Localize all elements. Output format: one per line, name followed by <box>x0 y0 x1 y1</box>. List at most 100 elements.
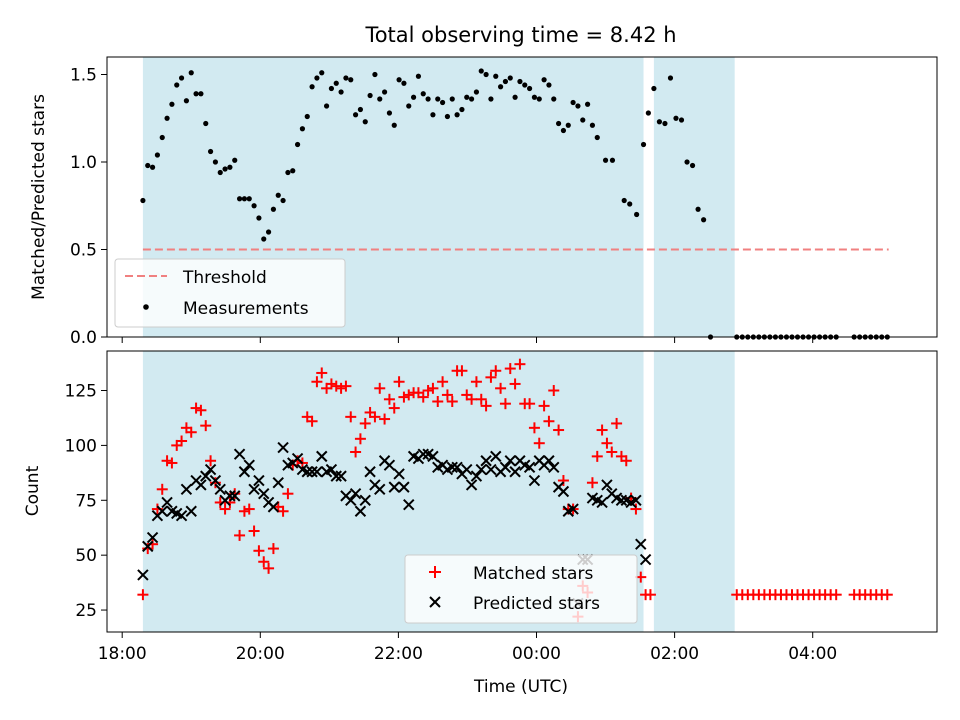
predicted-star-stroke-b <box>596 496 608 509</box>
measurement-point <box>531 94 538 100</box>
top-panel: 0.0 0.5 1.0 1.5 Matched/Predicted stars Thr… <box>29 56 938 348</box>
predicted-star-point <box>233 448 246 460</box>
predicted-star-stroke-b <box>195 479 207 491</box>
matched-star-point <box>383 393 395 405</box>
measurement-point <box>227 164 233 170</box>
predicted-star-point <box>485 463 497 476</box>
matched-star-point <box>340 380 352 392</box>
predicted-star-point <box>354 505 367 517</box>
matched-star-point <box>219 503 231 515</box>
bottom-y-ticks: 25 50 75 100 125 <box>65 382 107 621</box>
predicted-star-stroke-b <box>267 501 280 513</box>
matched-star-point <box>437 376 449 388</box>
predicted-star-stroke-b <box>349 487 362 500</box>
matched-star-point <box>620 455 632 467</box>
predicted-star-stroke-b <box>258 487 270 500</box>
matched-star-point <box>195 404 207 416</box>
measurement-point <box>232 157 238 163</box>
bottom-y-axis-label: Count <box>23 465 43 516</box>
predicted-star-stroke-b <box>388 481 400 493</box>
measurement-point <box>684 159 690 165</box>
predicted-star-point <box>229 490 241 502</box>
predicted-star-point <box>427 450 439 463</box>
matched-star-point <box>156 483 168 495</box>
measurement-point <box>328 85 335 92</box>
measurement-point <box>212 159 219 165</box>
predicted-star-point <box>465 479 478 491</box>
measurement-point <box>526 85 533 92</box>
matched-star-point <box>325 378 337 390</box>
predicted-star-point <box>325 463 338 476</box>
predicted-star-point <box>306 466 318 478</box>
measurement-point <box>261 236 267 242</box>
measurement-point <box>580 117 586 123</box>
measurement-point <box>140 197 146 204</box>
predicted-star-stroke-b <box>233 448 246 460</box>
matched-star-point <box>601 437 613 449</box>
measurement-point <box>280 197 286 204</box>
measurement-point <box>333 80 339 86</box>
predicted-star-stroke-b <box>504 455 516 467</box>
predicted-star-stroke-b <box>204 463 217 476</box>
matched-star-point <box>306 415 318 427</box>
predicted-star-point <box>267 501 280 513</box>
matched-star-point <box>509 378 521 390</box>
matched-star-point <box>205 455 217 467</box>
top-y-ticks: 0.0 0.5 1.0 1.5 <box>70 66 107 348</box>
measurement-point <box>439 99 446 106</box>
predicted-star-stroke-b <box>166 505 178 517</box>
measurement-point <box>468 96 475 102</box>
measurement-point <box>640 141 647 148</box>
measurement-point <box>415 73 422 79</box>
matched-star-point <box>137 589 149 601</box>
predicted-star-point <box>490 450 502 463</box>
measurement-point <box>621 197 627 204</box>
predicted-star-stroke-b <box>277 441 289 454</box>
predicted-star-point <box>137 569 149 581</box>
matched-star-point <box>432 395 444 407</box>
measurement-point <box>188 70 194 76</box>
matched-star-point <box>379 413 391 425</box>
matched-stars-points <box>137 358 893 623</box>
measurement-point <box>594 134 600 141</box>
top-y-axis-label: Matched/Predicted stars <box>29 94 49 300</box>
predicted-star-stroke-b <box>171 507 183 520</box>
predicted-star-stroke-b <box>359 494 371 506</box>
predicted-star-stroke-b <box>142 540 154 553</box>
predicted-star-point <box>277 441 289 454</box>
measurement-point <box>314 75 320 81</box>
measurement-point <box>294 141 301 148</box>
matched-star-point <box>238 505 250 517</box>
matched-star-point <box>350 446 362 458</box>
measurement-point <box>541 77 547 83</box>
predicted-star-point <box>272 477 284 489</box>
predicted-star-stroke-b <box>306 466 318 478</box>
x-tick-label: 18:00 <box>98 644 147 664</box>
predicted-star-stroke-b <box>214 483 226 496</box>
predicted-star-stroke-b <box>523 461 536 474</box>
measurement-point <box>464 94 470 100</box>
matched-star-point <box>316 367 328 379</box>
measurement-point <box>444 113 451 120</box>
x-tick-label: 22:00 <box>374 644 423 664</box>
predicted-star-stroke-b <box>209 474 222 487</box>
measurement-point <box>241 196 248 202</box>
matched-star-point <box>499 398 511 410</box>
predicted-star-point <box>451 461 463 474</box>
measurement-point <box>627 201 633 207</box>
measurement-point <box>555 120 562 127</box>
predicted-star-stroke-b <box>345 494 357 506</box>
matched-star-point <box>282 488 294 500</box>
measurement-point <box>367 92 373 99</box>
measurement-point <box>689 162 696 169</box>
measurement-point <box>645 110 651 116</box>
matched-star-point <box>538 400 550 412</box>
predicted-star-point <box>601 479 613 491</box>
predicted-star-point <box>461 463 473 476</box>
predicted-star-stroke-b <box>615 494 628 506</box>
matched-star-point <box>374 382 386 394</box>
measurement-point <box>352 112 359 118</box>
measurement-point <box>198 91 204 97</box>
matched-star-point <box>881 589 893 601</box>
predicted-star-stroke-b <box>470 470 483 482</box>
